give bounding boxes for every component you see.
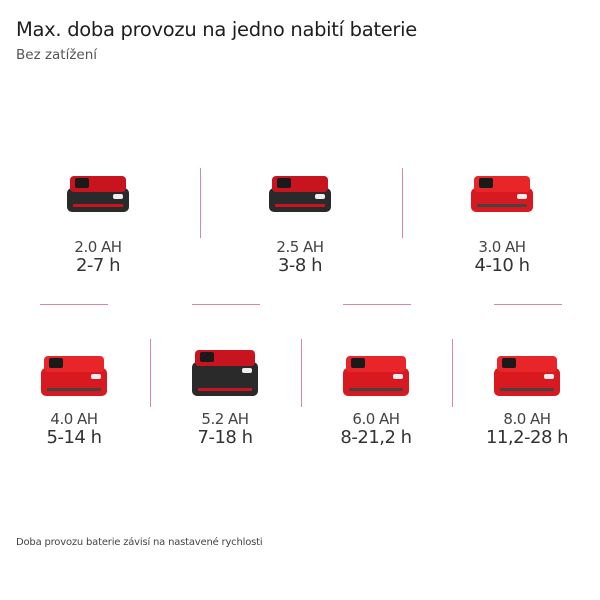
- battery-item: 8.0 AH 11,2-28 h: [452, 338, 600, 448]
- battery-capacity: 3.0 AH: [478, 238, 526, 256]
- battery-runtime: 2-7 h: [75, 255, 121, 276]
- battery-pack-icon: [192, 350, 258, 396]
- divider: [494, 304, 562, 305]
- battery-item: 3.0 AH 4-10 h: [427, 168, 577, 276]
- divider: [40, 304, 108, 305]
- battery-runtime: 11,2-28 h: [485, 427, 569, 448]
- footnote: Doba provozu baterie závisí na nastavené…: [16, 537, 263, 548]
- battery-runtime: 8-21,2 h: [340, 427, 412, 448]
- battery-capacity: 4.0 AH: [50, 410, 98, 428]
- battery-runtime: 7-18 h: [197, 427, 253, 448]
- battery-capacity: 2.5 AH: [276, 238, 324, 256]
- divider: [192, 304, 260, 305]
- divider: [200, 168, 201, 238]
- battery-capacity: 6.0 AH: [352, 410, 400, 428]
- battery-pack-icon: [67, 176, 129, 212]
- divider: [452, 339, 453, 407]
- battery-pack-icon: [471, 176, 533, 212]
- battery-runtime: 3-8 h: [277, 255, 323, 276]
- divider: [402, 168, 403, 238]
- battery-item: 4.0 AH 5-14 h: [0, 338, 149, 448]
- battery-pack-icon: [269, 176, 331, 212]
- battery-pack-icon: [494, 356, 560, 396]
- divider: [343, 304, 411, 305]
- divider: [150, 339, 151, 407]
- divider: [301, 339, 302, 407]
- battery-item: 2.0 AH 2-7 h: [23, 168, 173, 276]
- battery-runtime: 4-10 h: [474, 255, 530, 276]
- battery-pack-icon: [343, 356, 409, 396]
- battery-capacity: 5.2 AH: [201, 410, 249, 428]
- battery-pack-icon: [41, 356, 107, 396]
- battery-item: 6.0 AH 8-21,2 h: [301, 338, 451, 448]
- battery-item: 2.5 AH 3-8 h: [225, 168, 375, 276]
- battery-item: 5.2 AH 7-18 h: [150, 338, 300, 448]
- battery-capacity: 2.0 AH: [74, 238, 122, 256]
- battery-capacity: 8.0 AH: [503, 410, 551, 428]
- battery-runtime: 5-14 h: [46, 427, 102, 448]
- page-title: Max. doba provozu na jedno nabití bateri…: [16, 18, 417, 41]
- page-subtitle: Bez zatížení: [16, 47, 98, 63]
